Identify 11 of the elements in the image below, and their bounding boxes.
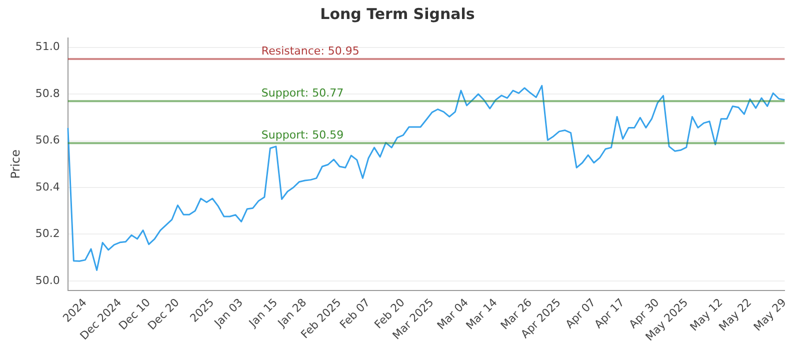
y-tick-label: 51.0 — [35, 40, 60, 54]
y-tick-label: 50.0 — [35, 274, 60, 287]
chart-title: Long Term Signals — [320, 4, 475, 23]
ref-line-label: Support: 50.59 — [261, 128, 344, 142]
ref-line-label: Resistance: 50.95 — [261, 44, 360, 58]
y-tick-label: 50.4 — [35, 180, 60, 194]
y-axis-title: Price — [8, 150, 22, 179]
y-tick-label: 50.8 — [35, 86, 60, 100]
ref-line-label: Support: 50.77 — [261, 86, 344, 100]
y-tick-label: 50.6 — [35, 134, 60, 147]
y-tick-label: 50.2 — [35, 227, 60, 240]
